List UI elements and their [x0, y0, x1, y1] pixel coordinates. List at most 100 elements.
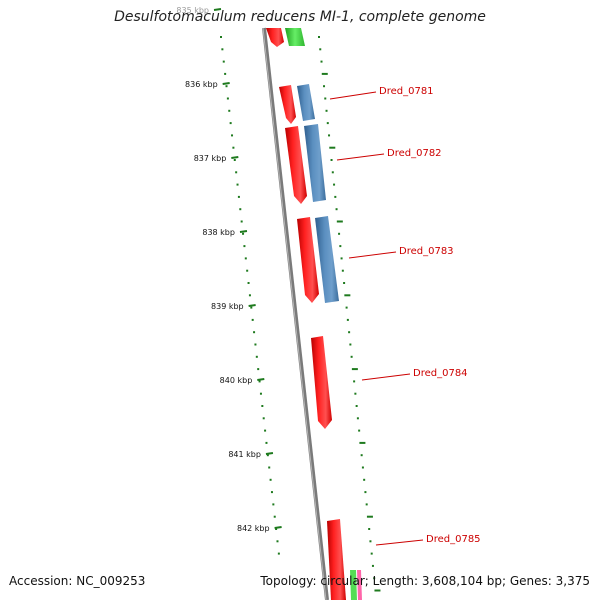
- gc-dot: [344, 294, 351, 297]
- accession-text: Accession: NC_009253: [9, 574, 146, 588]
- gc-dot: [236, 183, 239, 186]
- gc-dot: [233, 159, 236, 161]
- gene-label-dred-0785[interactable]: Dred_0785: [426, 534, 481, 545]
- gene-bottom-pink[interactable]: [357, 570, 362, 600]
- gc-dot: [373, 577, 376, 580]
- gc-dot: [262, 417, 265, 420]
- gene-bottom-green[interactable]: [350, 570, 357, 600]
- gene-dred-0783-forward[interactable]: [297, 217, 319, 303]
- gc-dot: [242, 232, 245, 235]
- gc-dot: [243, 245, 246, 248]
- gc-dot: [363, 478, 366, 481]
- gc-dot: [361, 466, 364, 469]
- gene-dred-0781-forward[interactable]: [279, 85, 296, 124]
- gene-dred-0782[interactable]: [304, 124, 326, 202]
- callout-line-dred-0785: [375, 539, 424, 546]
- gene-label-dred-0783[interactable]: Dred_0783: [399, 246, 454, 257]
- tick-label: 837 kbp: [194, 154, 227, 163]
- gc-dot: [356, 417, 359, 420]
- tick-mark: [274, 526, 282, 529]
- gc-dot: [323, 85, 326, 88]
- tick-label: 842 kbp: [237, 524, 270, 533]
- gc-dot: [350, 355, 353, 358]
- gc-dot: [254, 343, 257, 346]
- gene-dred-0782-forward[interactable]: [285, 126, 307, 204]
- gc-dot: [318, 36, 320, 38]
- map-title: Desulfotomaculum reducens MI-1, complete…: [114, 9, 486, 25]
- gc-dot: [343, 282, 346, 284]
- tick-mark: [213, 8, 222, 11]
- tick-label: 840 kbp: [220, 376, 253, 385]
- gc-dot: [257, 368, 260, 371]
- gene-dred-0783[interactable]: [315, 216, 339, 303]
- gc-dot: [266, 454, 269, 457]
- gc-dot: [247, 282, 250, 284]
- gc-dot: [349, 343, 352, 346]
- gc-dot: [235, 171, 238, 174]
- gc-dot: [365, 503, 368, 506]
- gc-dot: [239, 208, 242, 211]
- gc-dot: [321, 72, 328, 75]
- gc-dot: [345, 306, 348, 309]
- gc-dot: [276, 540, 279, 543]
- tick-label: 841 kbp: [228, 450, 261, 459]
- gc-dot: [258, 380, 261, 383]
- gc-dot: [338, 232, 341, 235]
- tick-labels: 835 kbp 836 kbp 837 kbp 838 kbp 839 kbp 840 k…: [176, 6, 269, 533]
- gene-track: [266, 28, 362, 600]
- gene-label-dred-0782[interactable]: Dred_0782: [387, 148, 442, 159]
- gc-dot: [277, 552, 280, 555]
- gc-dot: [368, 528, 371, 530]
- gene-callouts: Dred_0781 Dred_0782 Dred_0783 Dred_0784 …: [329, 86, 481, 546]
- gc-dot: [329, 146, 336, 149]
- gc-dot: [326, 122, 329, 125]
- gc-dot: [226, 97, 229, 100]
- gene-label-dred-0781[interactable]: Dred_0781: [379, 86, 434, 97]
- gene-top-neighbor[interactable]: [285, 28, 305, 46]
- gc-dot: [221, 48, 224, 51]
- gc-dot: [222, 60, 225, 63]
- tick-marks: [213, 8, 282, 529]
- gc-dot: [336, 220, 343, 223]
- gene-dred-0784[interactable]: [311, 336, 332, 429]
- tick-label: 835 kbp: [176, 6, 209, 15]
- gc-dot: [330, 159, 333, 161]
- gc-dot: [354, 392, 357, 395]
- gc-dot: [220, 36, 222, 38]
- gc-dot: [370, 552, 373, 555]
- gc-dot: [246, 269, 249, 272]
- gc-dot: [358, 429, 361, 432]
- gc-dot: [319, 48, 322, 51]
- gc-dot: [275, 528, 278, 530]
- gene-dred-0781[interactable]: [297, 84, 315, 121]
- gc-dot: [366, 515, 373, 518]
- callout-line-dred-0784: [361, 373, 411, 381]
- gene-dred-0785[interactable]: [327, 519, 346, 600]
- tick-mark: [222, 82, 230, 85]
- tick-mark: [239, 230, 248, 233]
- gc-dot: [324, 97, 327, 100]
- gene-label-dred-0784[interactable]: Dred_0784: [413, 368, 468, 379]
- tick-label: 838 kbp: [202, 228, 235, 237]
- gc-dot: [250, 306, 253, 309]
- gc-dot: [255, 355, 258, 358]
- callout-line-dred-0782: [336, 153, 385, 161]
- genome-backbone-highlight: [262, 27, 327, 600]
- gc-dot: [348, 331, 351, 334]
- tick-mark: [257, 378, 265, 381]
- gene-top-left[interactable]: [266, 28, 284, 47]
- gc-dot: [328, 134, 331, 137]
- gc-dot: [371, 564, 374, 567]
- gc-dot: [353, 380, 356, 383]
- tick-mark: [248, 304, 256, 307]
- gc-dot: [360, 454, 363, 457]
- gc-dot: [253, 331, 256, 334]
- gc-dot: [265, 441, 268, 444]
- gc-dot: [273, 515, 276, 518]
- gc-dot: [272, 503, 275, 506]
- tick-label: 836 kbp: [185, 80, 218, 89]
- tick-mark: [265, 452, 274, 455]
- gc-dot: [224, 72, 227, 75]
- gc-dot: [248, 294, 251, 297]
